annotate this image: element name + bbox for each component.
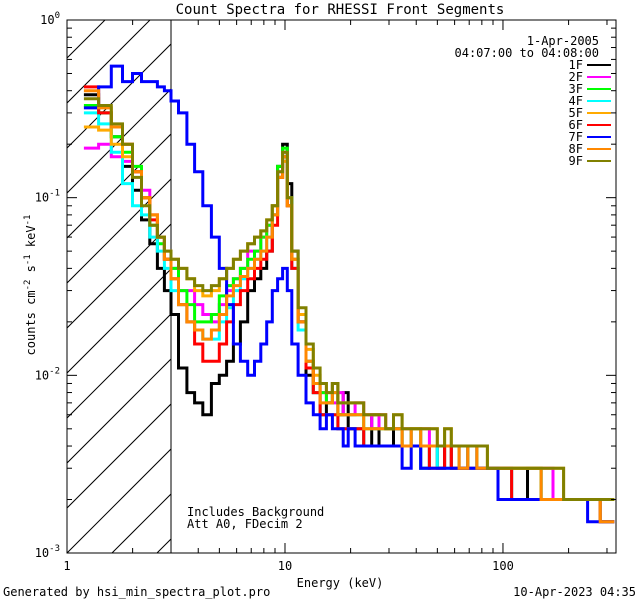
footer-generated-by: Generated by hsi_min_spectra_plot.pro [3,585,270,599]
x-tick-label: 1 [63,559,70,573]
legend-time-range: 04:07:00 to 04:08:00 [455,46,600,60]
y-tick-exponent: 0 [55,11,60,21]
y-tick-exponent: -1 [49,189,60,199]
annotation-background: Includes Background [187,505,324,519]
hatch-line [292,20,640,553]
hatch-line [67,133,172,239]
y-tick-label: 100 [40,11,60,27]
legend-label-2F: 2F [569,70,583,84]
hatch-line [67,223,172,329]
series-line-8F [83,89,615,524]
y-tick-exponent: -2 [49,366,60,376]
legend-label-3F: 3F [569,82,583,96]
hatch-line [67,403,172,509]
hatch-line [67,448,172,553]
y-axis-label-sup2: -1 [23,254,33,265]
series-line-1F [83,93,615,524]
annotation-attenuator: Att A0, FDecim 2 [187,517,303,531]
hatch-line [427,20,640,553]
y-tick-exponent: -3 [49,544,60,554]
legend-label-9F: 9F [569,154,583,168]
series-layer [83,64,615,524]
legend-label-7F: 7F [569,130,583,144]
legend-label-6F: 6F [569,118,583,132]
series-line-9F [83,97,615,501]
plot-frame [66,19,617,554]
series-line-7F [83,64,615,524]
y-tick-base: 10 [35,191,49,205]
y-axis-label-sup3: -1 [23,215,33,226]
y-tick-base: 10 [35,368,49,382]
y-tick-base: 10 [40,13,54,27]
y-axis-label: counts cm-2 s-1 keV-1 [23,215,38,356]
legend-date: 1-Apr-2005 [527,34,599,48]
y-axis-label-part3: keV [24,225,38,254]
legend-label-1F: 1F [569,58,583,72]
y-axis-label-part1: counts cm [24,290,38,355]
y-tick-label: 10-3 [35,544,60,560]
series-line-4F [83,111,615,524]
legend-label-5F: 5F [569,106,583,120]
y-tick-label: 10-2 [35,366,60,382]
hatch-line [67,88,172,194]
x-tick-label: 10 [278,559,292,573]
x-axis-label: Energy (keV) [297,576,384,590]
x-tick-label: 100 [492,559,514,573]
y-axis-label-part2: s [24,265,38,279]
y-tick-base: 10 [35,546,49,560]
footer-timestamp: 10-Apr-2023 04:35 [513,585,636,599]
hatch-line [67,268,172,374]
y-axis-label-sup1: -2 [23,280,33,291]
x-tick-labels: 1 10 100 [63,559,513,573]
legend-label-4F: 4F [569,94,583,108]
hatch-line [111,493,172,553]
axis-ticks [66,19,616,554]
chart-title: Count Spectra for RHESSI Front Segments [176,2,505,18]
legend-label-8F: 8F [569,142,583,156]
y-tick-label: 10-1 [35,189,60,205]
hatch-line [337,20,640,553]
